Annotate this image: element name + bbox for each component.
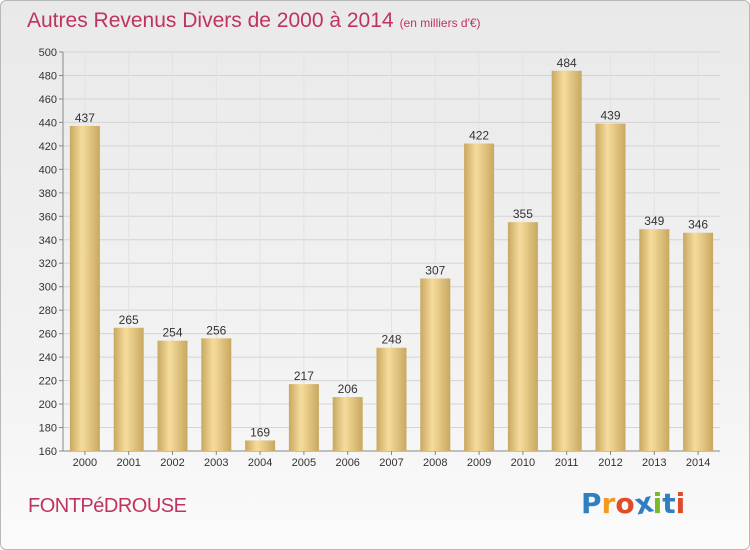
- y-tick-label: 440: [39, 117, 57, 129]
- bar: [113, 327, 144, 451]
- x-tick-label: 2004: [248, 457, 272, 469]
- bar: [157, 340, 188, 451]
- data-label: 437: [75, 111, 95, 125]
- y-tick-label: 160: [39, 446, 57, 458]
- data-label: 307: [425, 263, 445, 277]
- x-tick-label: 2013: [642, 457, 666, 469]
- data-label: 439: [600, 109, 620, 123]
- x-tick-label: 2001: [116, 457, 140, 469]
- bar: [507, 222, 538, 451]
- data-label: 256: [206, 323, 226, 337]
- data-label: 346: [688, 218, 708, 232]
- logo-letter: o: [615, 487, 635, 520]
- logo-letter: r: [601, 487, 616, 520]
- bar: [245, 440, 276, 451]
- y-tick-label: 500: [39, 47, 57, 59]
- bar: [464, 143, 495, 452]
- title-unit: (en milliers d'€): [399, 16, 481, 30]
- y-tick-label: 400: [39, 164, 57, 176]
- y-tick-label: 240: [39, 352, 57, 364]
- y-tick-label: 380: [39, 188, 57, 200]
- x-tick-label: 2012: [598, 457, 622, 469]
- x-tick-label: 2005: [292, 457, 316, 469]
- y-tick-label: 420: [39, 141, 57, 153]
- bar: [69, 125, 100, 452]
- y-tick-label: 460: [39, 94, 57, 106]
- bar: [201, 338, 232, 451]
- bar: [420, 278, 451, 451]
- data-label: 217: [294, 369, 314, 383]
- data-label: 422: [469, 129, 489, 143]
- data-label: 248: [381, 333, 401, 347]
- y-tick-label: 320: [39, 258, 57, 270]
- bar: [639, 229, 670, 451]
- x-tick-label: 2000: [73, 457, 97, 469]
- commune-name: FONTPéDROUSE: [28, 495, 187, 517]
- data-label: 265: [119, 313, 139, 327]
- data-label: 355: [513, 207, 533, 221]
- data-label: 169: [250, 425, 270, 439]
- bar: [288, 384, 319, 451]
- data-label: 484: [557, 56, 577, 70]
- y-tick-label: 340: [39, 235, 57, 247]
- x-tick-label: 2009: [467, 457, 491, 469]
- y-tick-label: 280: [39, 305, 57, 317]
- proxiti-logo: Proxiti: [581, 485, 686, 521]
- data-label: 206: [338, 382, 358, 396]
- x-tick-label: 2007: [379, 457, 403, 469]
- x-tick-label: 2006: [335, 457, 359, 469]
- chart-title: Autres Revenus Divers de 2000 à 2014 (en …: [27, 9, 481, 33]
- axes: 160 180 200 220 240 260 280 300 320 340 360 380 400 4…: [39, 47, 720, 469]
- logo-letter: i: [652, 487, 663, 520]
- y-tick-label: 220: [39, 376, 57, 388]
- data-label: 349: [644, 214, 664, 228]
- x-tick-label: 2002: [160, 457, 184, 469]
- y-tick-label: 260: [39, 329, 57, 341]
- x-tick-label: 2008: [423, 457, 447, 469]
- bar: [551, 70, 582, 451]
- logo-letter: P: [581, 487, 602, 520]
- data-label: 254: [162, 326, 182, 340]
- y-tick-label: 200: [39, 399, 57, 411]
- logo-letter: t: [662, 487, 676, 520]
- bar: [376, 347, 407, 451]
- bar: [595, 123, 626, 451]
- bar: [683, 232, 714, 451]
- x-tick-label: 2014: [686, 457, 710, 469]
- x-tick-label: 2010: [511, 457, 535, 469]
- x-tick-label: 2003: [204, 457, 228, 469]
- bar: [332, 397, 363, 451]
- y-tick-label: 300: [39, 282, 57, 294]
- x-tick-label: 2011: [555, 457, 579, 469]
- y-tick-label: 180: [39, 423, 57, 435]
- y-tick-label: 480: [39, 70, 57, 82]
- title-text: Autres Revenus Divers de 2000 à 2014: [27, 9, 394, 32]
- y-tick-label: 360: [39, 211, 57, 223]
- logo-letter: i: [675, 487, 686, 520]
- bars: 437 265 254 256 169 217 206 248 307 422 355 484 439 3…: [69, 56, 714, 452]
